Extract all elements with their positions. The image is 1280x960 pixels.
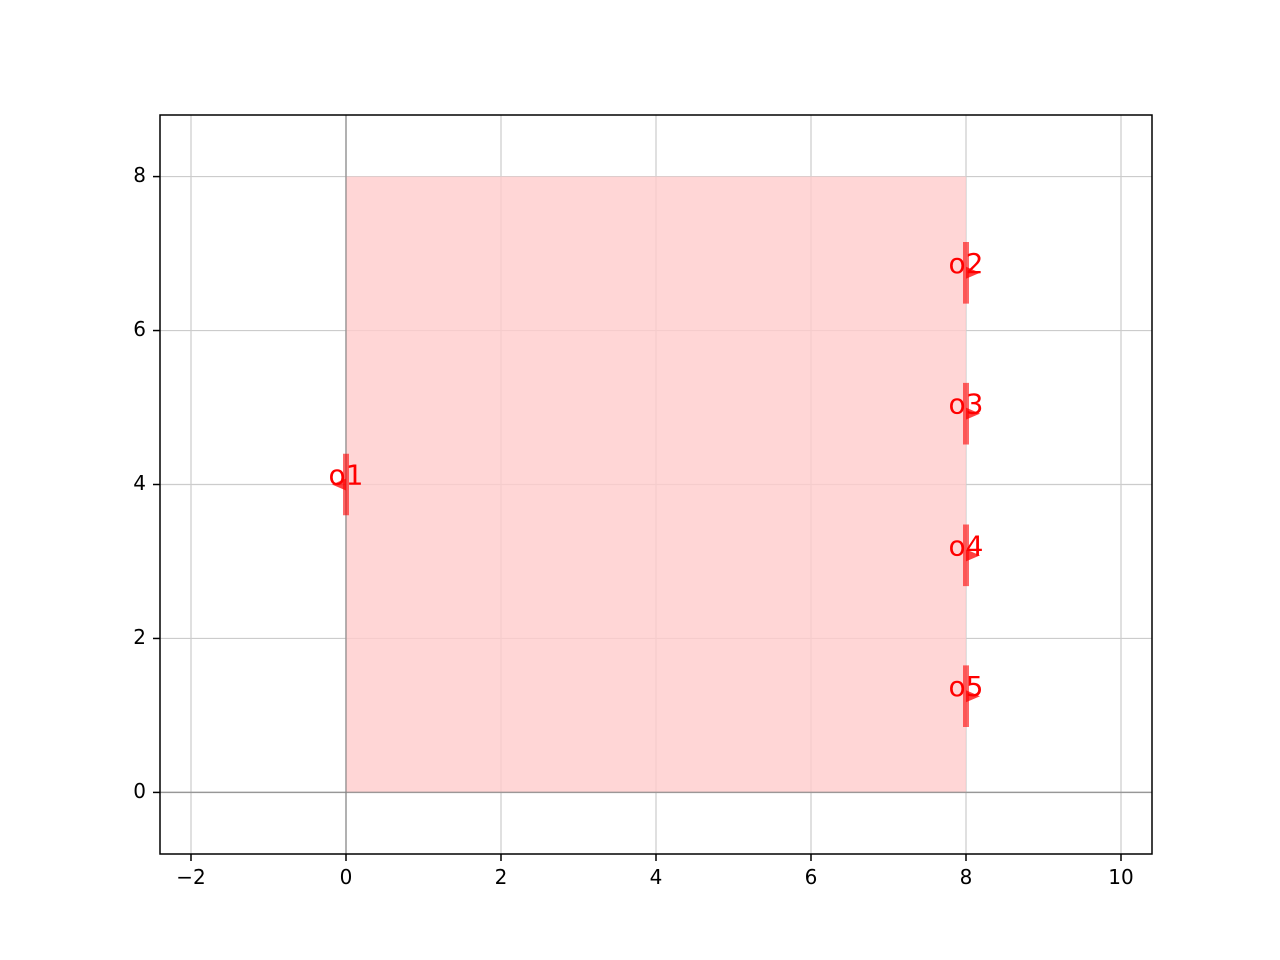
x-tick-label-1: 0: [340, 865, 353, 889]
y-tick-label-2: 4: [133, 471, 146, 495]
x-tick-label-3: 4: [650, 865, 663, 889]
y-tick-label-0: 0: [133, 779, 146, 803]
x-tick-label-6: 10: [1108, 865, 1133, 889]
port-o4-label: o4: [949, 529, 984, 562]
port-o5-label: o5: [949, 670, 984, 703]
port-o4-arrow: [966, 549, 980, 562]
port-o1-label: o1: [329, 459, 364, 492]
axis-ticks: −2 0 2 4 6 8 10 0 2 4 6 8: [133, 163, 1133, 889]
port-o3-label: o3: [949, 388, 984, 421]
x-tick-label-5: 8: [960, 865, 973, 889]
x-tick-label-2: 2: [495, 865, 508, 889]
component-area: [346, 176, 966, 793]
port-o1-arrow: [332, 478, 346, 491]
x-tick-label-4: 6: [805, 865, 818, 889]
y-tick-label-3: 6: [133, 317, 146, 341]
port-o3-arrow: [966, 407, 980, 420]
ports: o1 o2 o3 o4 o5: [329, 242, 984, 727]
x-tick-label-0: −2: [176, 865, 205, 889]
y-tick-label-1: 2: [133, 625, 146, 649]
port-o2-label: o2: [949, 247, 984, 280]
component-rect: [346, 176, 966, 793]
port-o2-arrow: [966, 266, 980, 279]
y-tick-label-4: 8: [133, 163, 146, 187]
port-o5-arrow: [966, 690, 980, 703]
